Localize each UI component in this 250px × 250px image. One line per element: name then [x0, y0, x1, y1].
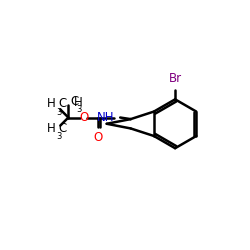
- Text: C: C: [59, 97, 67, 110]
- Text: H: H: [47, 122, 56, 135]
- Text: 3: 3: [56, 132, 61, 141]
- Text: 3: 3: [77, 104, 82, 114]
- Text: C: C: [59, 122, 67, 135]
- Text: C: C: [70, 95, 78, 108]
- Text: 3: 3: [56, 108, 61, 116]
- Text: O: O: [93, 131, 102, 144]
- Text: O: O: [79, 111, 88, 124]
- Text: Br: Br: [168, 72, 182, 85]
- Text: NH: NH: [97, 111, 115, 124]
- Text: H: H: [74, 96, 83, 109]
- Text: H: H: [47, 97, 56, 110]
